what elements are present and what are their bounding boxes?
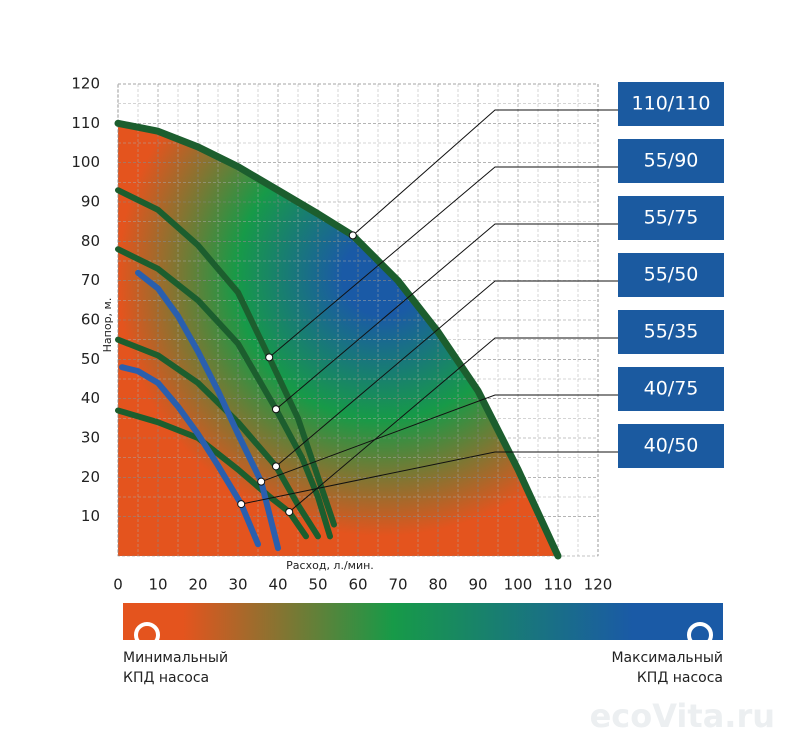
legend-box [618,139,724,183]
x-tick-label: 40 [268,576,287,594]
pump-curve [115,187,337,528]
x-tick-label: 0 [113,576,123,594]
x-axis-label: Расход, л./мин. [286,559,374,572]
x-tick-label: 30 [228,576,247,594]
min-marker [134,622,160,648]
y-tick-label: 20 [81,468,100,486]
leader-line [275,280,618,467]
x-tick-label: 70 [388,576,407,594]
leader-line [241,451,618,505]
pump-curve [135,269,281,552]
y-tick-label: 60 [81,311,100,329]
x-tick-label: 110 [544,576,573,594]
legend-box [618,253,724,297]
x-tick-label: 60 [348,576,367,594]
y-tick-label: 30 [81,429,100,447]
legend-label: 40/75 [644,378,699,400]
max-label: Максимальный [611,650,723,666]
legend-box [618,424,724,468]
x-tick-label: 100 [504,576,533,594]
min-label: Минимальный [123,650,228,666]
y-axis-label: Напор, м. [101,298,114,353]
callout-point [265,353,274,362]
leader-line [288,337,618,513]
efficiency-bar [123,603,723,640]
watermark: ecoVita.ru [590,697,775,735]
y-tick-label: 100 [71,153,100,171]
callout-point [272,462,280,471]
curves [114,119,562,560]
leader-line [352,109,618,236]
y-tick-label: 40 [81,389,100,407]
pump-curve [114,119,562,560]
x-tick-label: 20 [188,576,207,594]
y-tick-label: 110 [71,114,100,132]
grid [117,83,599,557]
callout-point [285,507,294,516]
legend-label: 55/75 [644,207,699,229]
max-marker [687,622,713,648]
legend-box [618,196,724,240]
x-tick-label: 10 [148,576,167,594]
legend-box [618,310,724,354]
x-tick-label: 80 [428,576,447,594]
x-tick-label: 120 [584,576,613,594]
callout-point [272,405,280,414]
leader-line [268,166,618,358]
x-tick-label: 50 [308,576,327,594]
legend-label: 40/50 [644,435,699,457]
callout-point [348,231,357,240]
y-tick-label: 80 [81,232,100,250]
callout-point [257,477,266,486]
y-tick-label: 90 [81,193,100,211]
legend-label: 110/110 [632,93,711,115]
x-tick-label: 90 [468,576,487,594]
callout-point [237,500,246,509]
y-tick-label: 70 [81,271,100,289]
y-tick-label: 120 [71,75,100,93]
pump-curve [119,364,261,548]
legend-label: 55/90 [644,150,699,172]
min-label: КПД насоса [123,670,209,686]
leader-line [275,223,618,410]
legend-box [618,82,724,126]
legend-box [618,367,724,411]
legend-label: 55/50 [644,264,699,286]
leader-line [261,394,618,483]
y-tick-label: 10 [81,507,100,525]
legend-label: 55/35 [644,321,699,343]
max-label: КПД насоса [637,670,723,686]
y-tick-label: 50 [81,350,100,368]
